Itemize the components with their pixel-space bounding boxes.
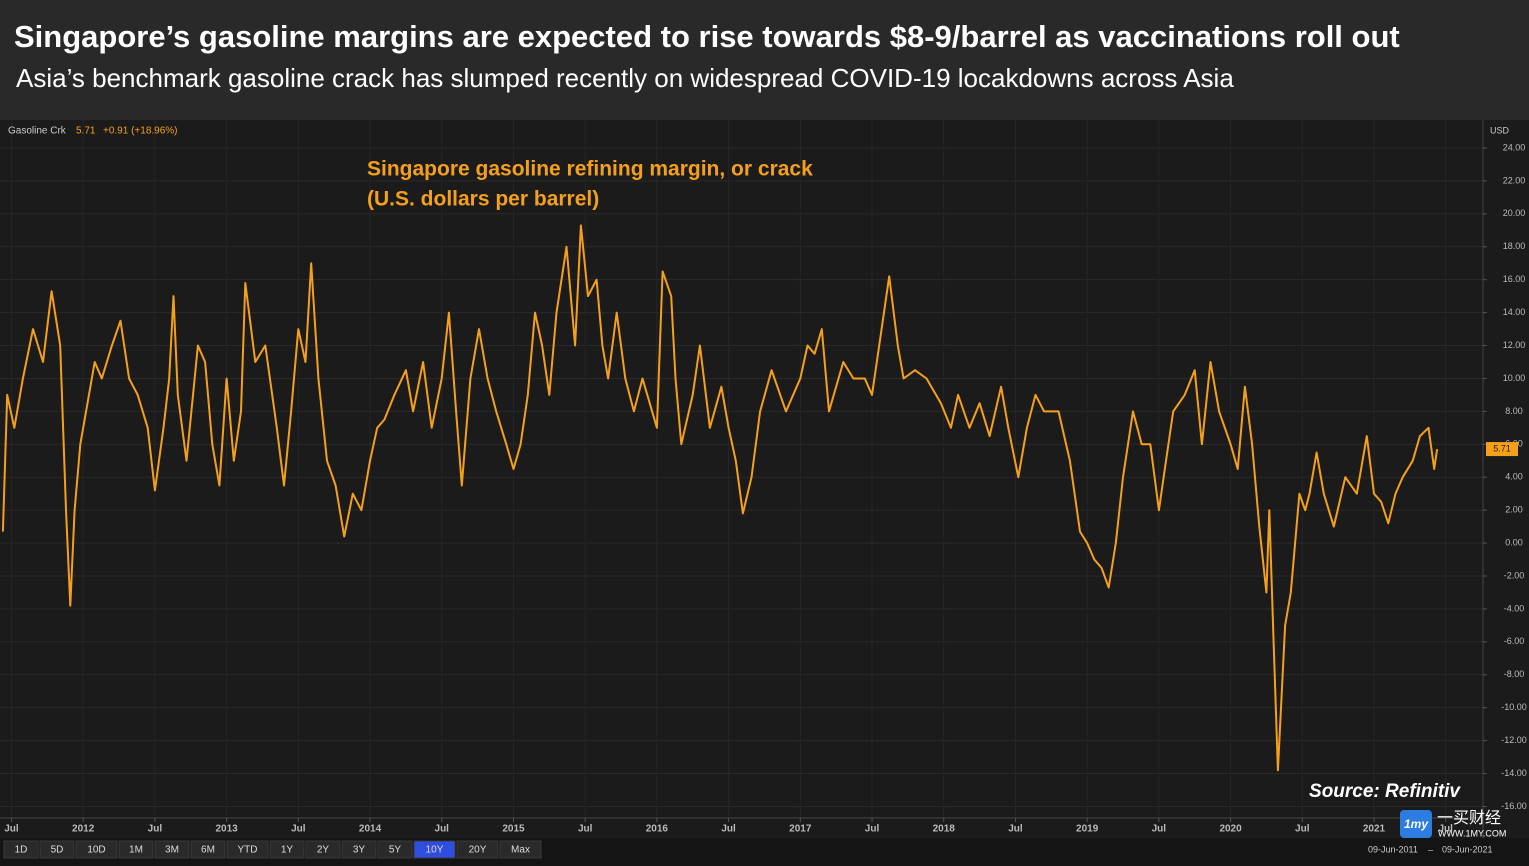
range-button-label: 3Y bbox=[353, 845, 366, 856]
range-button-label: Max bbox=[511, 845, 530, 856]
x-tick-label: 2012 bbox=[72, 824, 95, 835]
last-price-label: 5.71 bbox=[1493, 443, 1511, 453]
x-tick-label: 2013 bbox=[215, 824, 238, 835]
y-tick-label: -2.00 bbox=[1504, 570, 1525, 580]
title: Singapore’s gasoline margins are expecte… bbox=[14, 19, 1400, 54]
range-button[interactable] bbox=[269, 840, 305, 859]
range-button-label: 5D bbox=[51, 845, 64, 856]
x-tick-label: Jul bbox=[291, 824, 306, 835]
range-button[interactable] bbox=[154, 840, 190, 859]
range-button-label: 5Y bbox=[389, 845, 402, 856]
line bbox=[1, 224, 1439, 772]
y-tick-label: 14.00 bbox=[1503, 307, 1526, 317]
x-tick-label: Jul bbox=[435, 824, 450, 835]
y-tick-label: 22.00 bbox=[1503, 175, 1526, 185]
range-button[interactable] bbox=[499, 840, 542, 859]
watermark-url: WWW.1MY.COM bbox=[1438, 828, 1506, 838]
y-tick-label: -6.00 bbox=[1504, 636, 1525, 646]
y-tick-label: 18.00 bbox=[1503, 241, 1526, 251]
range-button-label: 3M bbox=[165, 845, 179, 856]
x-tick-label: 2017 bbox=[789, 824, 812, 835]
y-tick-label: -16.00 bbox=[1501, 801, 1527, 811]
x-tick-label: 2016 bbox=[646, 824, 669, 835]
y-tick-label: 4.00 bbox=[1505, 472, 1523, 482]
x-tick-label: Jul bbox=[1152, 824, 1167, 835]
logo: 1my bbox=[1404, 817, 1429, 831]
y-tick-label: -8.00 bbox=[1504, 669, 1525, 679]
range-button[interactable] bbox=[341, 840, 377, 859]
y-tick-label: -12.00 bbox=[1501, 735, 1527, 745]
source: Source: Refinitiv bbox=[1309, 781, 1461, 802]
range-button[interactable] bbox=[456, 840, 499, 859]
range-button[interactable] bbox=[190, 840, 226, 859]
date-to: 09-Jun-2021 bbox=[1442, 844, 1493, 854]
range-button-label: 1Y bbox=[281, 845, 294, 856]
x-tick-label: Jul bbox=[148, 824, 163, 835]
x-tick-label: Jul bbox=[4, 824, 19, 835]
y-tick-label: 0.00 bbox=[1505, 537, 1523, 547]
range-button-label: 1M bbox=[129, 845, 143, 856]
x-tick-label: 2018 bbox=[933, 824, 956, 835]
y-tick-label: -14.00 bbox=[1501, 768, 1527, 778]
y-tick-label: 10.00 bbox=[1503, 373, 1526, 383]
date-sep: – bbox=[1428, 844, 1433, 854]
x-tick-label: 2021 bbox=[1363, 824, 1386, 835]
x-tick-label: Jul bbox=[1438, 824, 1453, 835]
y-tick-label: 12.00 bbox=[1503, 340, 1526, 350]
logo-box bbox=[1400, 810, 1432, 838]
x-tick-label: Jul bbox=[578, 824, 593, 835]
y-tick-label: -10.00 bbox=[1501, 702, 1527, 712]
y-tick-label: 16.00 bbox=[1503, 274, 1526, 284]
range-button[interactable] bbox=[75, 840, 118, 859]
x-tick-label: Jul bbox=[1008, 824, 1023, 835]
range-button[interactable] bbox=[413, 840, 456, 859]
legend-name: Gasoline Crk bbox=[8, 126, 67, 137]
x-tick-label: 2020 bbox=[1219, 824, 1242, 835]
range-button[interactable] bbox=[118, 840, 154, 859]
y-tick-label: 20.00 bbox=[1503, 208, 1526, 218]
x-tick-label: Jul bbox=[1295, 824, 1310, 835]
annotation: (U.S. dollars per barrel) bbox=[367, 188, 599, 211]
range-button-label: 2Y bbox=[317, 845, 330, 856]
currency: USD bbox=[1490, 125, 1510, 135]
range-button[interactable] bbox=[226, 840, 269, 859]
y-tick-label: -4.00 bbox=[1504, 603, 1525, 613]
y-tick-label: 8.00 bbox=[1505, 406, 1523, 416]
range-button-label: 1D bbox=[15, 845, 28, 856]
x-tick-label: Jul bbox=[865, 824, 880, 835]
range-button[interactable] bbox=[3, 840, 39, 859]
range-button[interactable] bbox=[377, 840, 413, 859]
range-button-label: 6M bbox=[201, 845, 215, 856]
x-tick-label: 2015 bbox=[502, 824, 525, 835]
plot-bg bbox=[0, 120, 1529, 866]
date-from: 09-Jun-2011 bbox=[1368, 844, 1418, 854]
watermark-name: 一买财经 bbox=[1437, 809, 1501, 827]
legend-change: +0.91 (+18.96%) bbox=[103, 126, 178, 137]
x-tick-label: 2014 bbox=[359, 824, 382, 835]
range-button-label: 10Y bbox=[426, 845, 444, 856]
range-button-label: 20Y bbox=[469, 845, 487, 856]
range-button-label: 10D bbox=[87, 845, 105, 856]
subtitle: Asia’s benchmark gasoline crack has slum… bbox=[16, 63, 1234, 93]
annotation: Singapore gasoline refining margin, or c… bbox=[367, 158, 813, 181]
header-bg bbox=[0, 0, 1529, 120]
last-price-tag bbox=[1486, 442, 1518, 457]
y-tick-label: 2.00 bbox=[1505, 505, 1523, 515]
legend-last: 5.71 bbox=[76, 126, 96, 137]
y-tick-label: 24.00 bbox=[1503, 142, 1526, 152]
range-button-label: YTD bbox=[238, 845, 258, 856]
x-tick-label: Jul bbox=[721, 824, 736, 835]
x-tick-label: 2019 bbox=[1076, 824, 1099, 835]
range-button[interactable] bbox=[39, 840, 75, 859]
range-button[interactable] bbox=[305, 840, 341, 859]
